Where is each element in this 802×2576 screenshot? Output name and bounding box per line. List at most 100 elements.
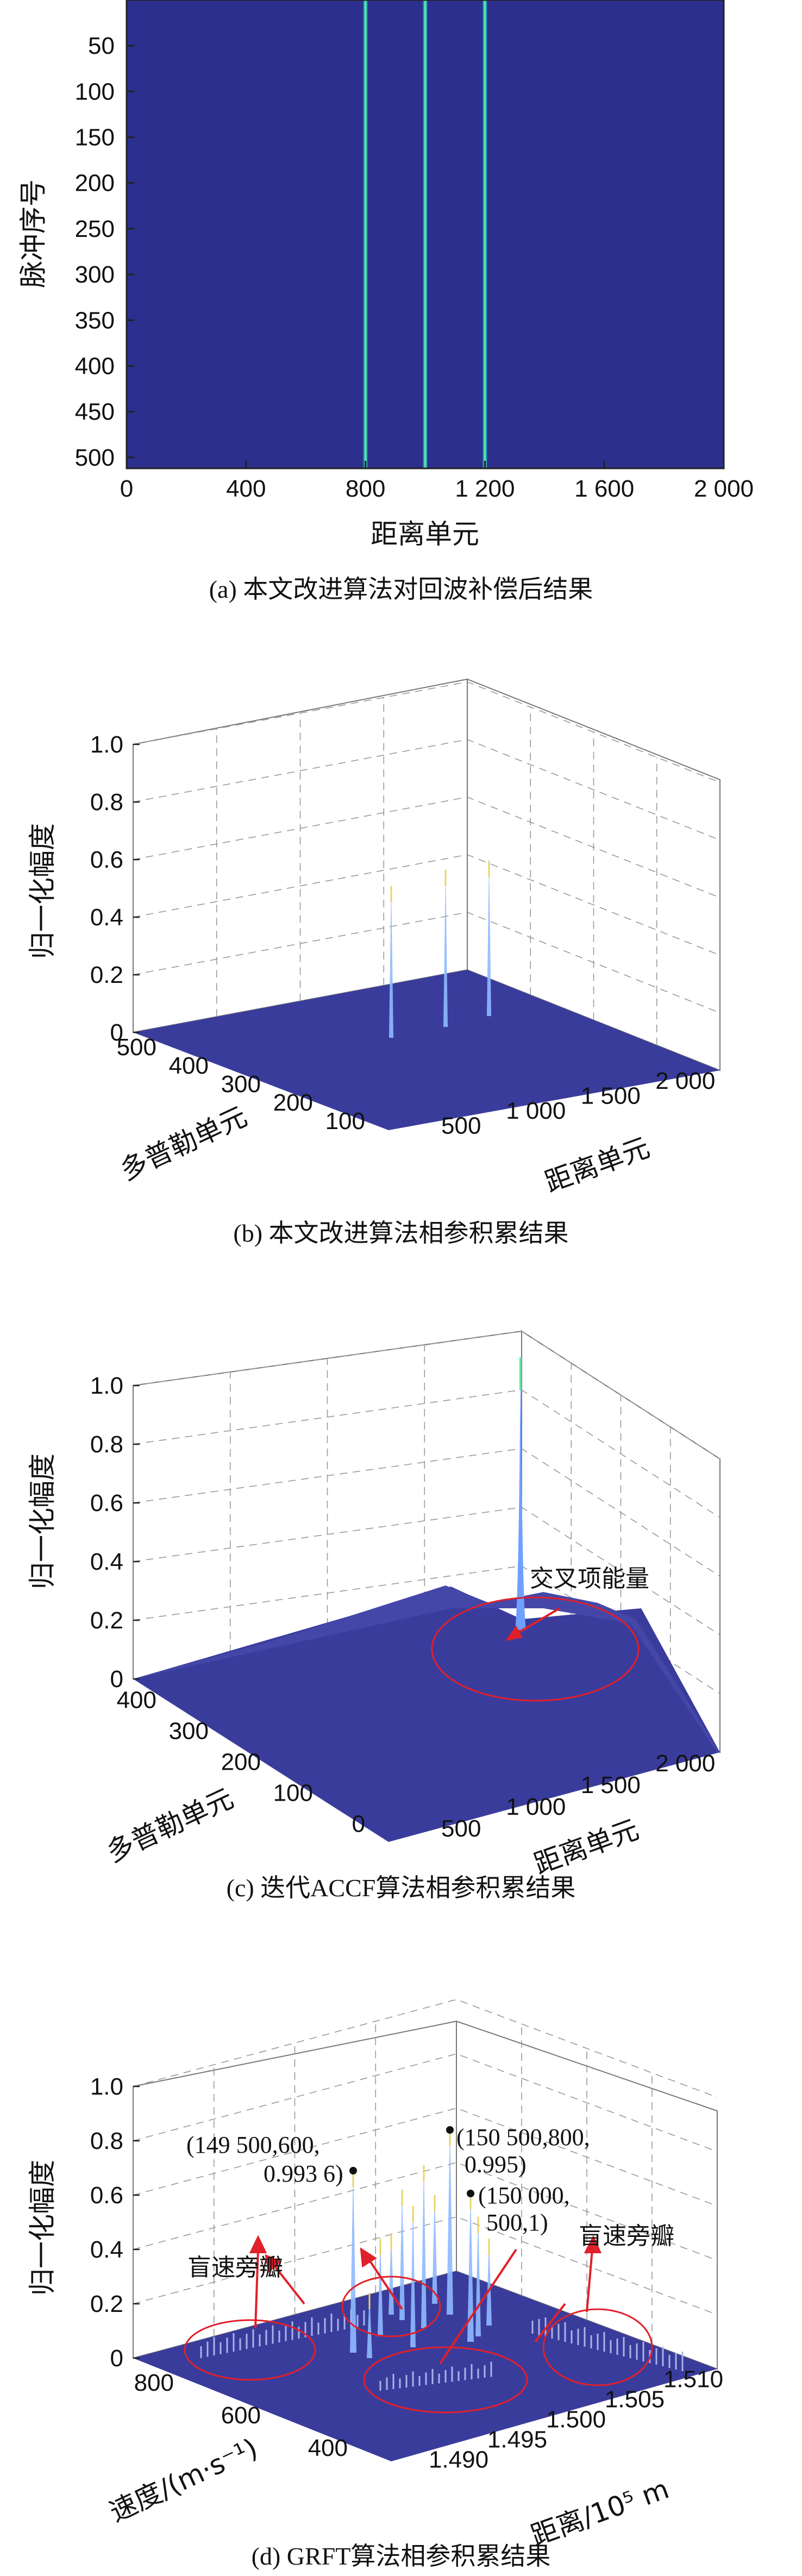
x-tick-label: 500 — [441, 1815, 481, 1842]
x-tick-label: 2 000 — [655, 1068, 715, 1094]
z-axis-label: 归一化幅度 — [27, 2160, 58, 2296]
y-axis-label: 脉冲序号 — [17, 179, 49, 288]
annotation-p1-line1: (149 500,600, — [186, 2132, 320, 2158]
surface-floor — [133, 1587, 720, 1842]
z-tick-label: 0.8 — [90, 2128, 123, 2154]
x-tick-label: 1.505 — [605, 2386, 665, 2413]
y-tick-label: 300 — [221, 1071, 261, 1098]
annotation-sidelobe-right: 盲速旁瓣 — [579, 2223, 674, 2249]
cluster-spike — [367, 2293, 372, 2358]
z-tick-label: 0.2 — [90, 2291, 123, 2317]
y-axis-label: 速度/(m·s⁻¹) — [105, 2432, 262, 2528]
x-axis-label: 距离单元 — [371, 518, 479, 550]
annotation-p1-line2: 0.993 6) — [264, 2160, 343, 2187]
annotation-p2-line2: 0.995) — [465, 2151, 527, 2178]
y-tick-label: 100 — [75, 78, 115, 105]
annotation-label: 交叉项能量 — [530, 1565, 649, 1592]
z-tick-label: 0.6 — [90, 847, 123, 873]
annotation-arrowhead — [505, 1626, 523, 1641]
surface-floor — [133, 970, 720, 1130]
red-ellipses — [184, 2276, 653, 2414]
annotation-sidelobe-left: 盲速旁瓣 — [187, 2254, 283, 2281]
y-tick-label: 100 — [325, 1108, 365, 1135]
x-axis-label: 距离/10⁵ m — [527, 2473, 673, 2552]
peaks — [389, 861, 491, 1038]
x-tick-label: 400 — [226, 475, 266, 502]
z-tick-label: 0.2 — [90, 962, 123, 988]
y-tick-label: 450 — [75, 399, 115, 425]
annotation-p2-line1: (150 500,800, — [456, 2124, 590, 2151]
y-tick-label: 500 — [75, 444, 115, 471]
x-tick-label: 1.490 — [429, 2447, 488, 2473]
x-tick-label: 1 500 — [581, 1772, 641, 1798]
y-tick-label: 200 — [273, 1089, 313, 1116]
x-tick-label: 1 200 — [455, 475, 515, 502]
heatmap-stripes — [363, 0, 487, 468]
annotation-p3-line2: 500,1) — [486, 2209, 548, 2236]
peak — [515, 1357, 526, 1630]
z-tick-label: 1.0 — [90, 2073, 123, 2100]
x-axis-label: 距离单元 — [541, 1132, 654, 1199]
z-tick-label: 0.6 — [90, 2182, 123, 2209]
z-tick-label: 0.4 — [90, 904, 123, 931]
y-tick-label: 300 — [169, 1718, 209, 1745]
z-tick-label: 0 — [110, 2345, 123, 2372]
caption-c: (c) 迭代ACCF算法相参积累结果 — [227, 1874, 576, 1902]
caption-a: (a) 本文改进算法对回波补偿后结果 — [209, 575, 593, 603]
peak-800 — [389, 886, 393, 1038]
peak-1200 — [487, 861, 491, 1016]
y-tick-label: 400 — [169, 1052, 209, 1079]
stripe-core-800 — [364, 0, 367, 468]
y-axis-label: 多普勒单元 — [115, 1100, 252, 1186]
red-arrows — [249, 2235, 602, 2365]
x-tick-label: 1.500 — [546, 2406, 606, 2433]
x-tick-label: 1 000 — [506, 1098, 566, 1124]
x-tick-label: 500 — [441, 1112, 481, 1139]
panel-b: 0 0.2 0.4 0.6 0.8 1.0 归一化幅度 500 400 300 200 100 5… — [27, 678, 720, 1247]
peak-0 — [350, 2171, 356, 2353]
z-tick-label: 0.2 — [90, 1607, 123, 1634]
y-tick-label: 100 — [273, 1780, 313, 1807]
caption-d: (d) GRFT算法相参积累结果 — [252, 2542, 551, 2570]
x-tick-label: 2 000 — [655, 1750, 715, 1777]
grid-lines — [133, 681, 720, 1045]
z-tick-label: 0.6 — [90, 1490, 123, 1516]
back-walls — [133, 678, 720, 1071]
x-axis-label: 距离单元 — [530, 1814, 643, 1881]
y-tick-label: 150 — [75, 124, 115, 151]
peak-1000 — [443, 869, 448, 1027]
panel-a: 50 100 150 200 250 300 350 400 450 500 0 400 800 1 2… — [17, 0, 754, 603]
z-tick-label: 1.0 — [90, 731, 123, 758]
annotation-points — [349, 2126, 474, 2197]
cluster-spike — [378, 2239, 383, 2336]
x-tick-label: 800 — [346, 475, 385, 502]
surface-floor — [133, 2271, 717, 2461]
cluster-spike — [486, 2239, 492, 2326]
z-tick-label: 0 — [110, 1666, 123, 1693]
peaks — [350, 2130, 492, 2358]
z-tick-label: 0 — [110, 1019, 123, 1046]
y-tick-label: 400 — [308, 2435, 348, 2461]
heatmap-frame — [126, 0, 725, 469]
panel-c: 交叉项能量 0 0.2 0.4 0.6 0.8 1.0 归一化幅度 400 300 200 10… — [27, 1330, 720, 1902]
cluster-spike — [475, 2217, 481, 2336]
peak-2 — [467, 2193, 474, 2342]
x-tick-label: 2 000 — [694, 475, 754, 502]
y-tick-label: 500 — [117, 1034, 156, 1061]
x-tick-label: 1.510 — [663, 2366, 723, 2393]
y-axis-label: 多普勒单元 — [102, 1782, 238, 1868]
y-tick-label: 400 — [75, 353, 115, 379]
y-tick-label: 0 — [352, 1811, 365, 1838]
y-tick-label: 350 — [75, 307, 115, 334]
cluster-spike — [399, 2190, 405, 2320]
x-tick-label: 1 500 — [581, 1082, 641, 1109]
cluster-spike — [410, 2206, 416, 2347]
y-tick-label: 300 — [75, 261, 115, 288]
cluster-spike — [421, 2165, 427, 2328]
caption-b: (b) 本文改进算法相参积累结果 — [233, 1219, 568, 1247]
x-tick-label: 1 600 — [574, 475, 634, 502]
stripe-core-1200 — [484, 0, 486, 468]
x-tick-label: 1.495 — [487, 2427, 547, 2453]
peak-1 — [447, 2130, 453, 2315]
main-peak — [515, 1357, 526, 1630]
